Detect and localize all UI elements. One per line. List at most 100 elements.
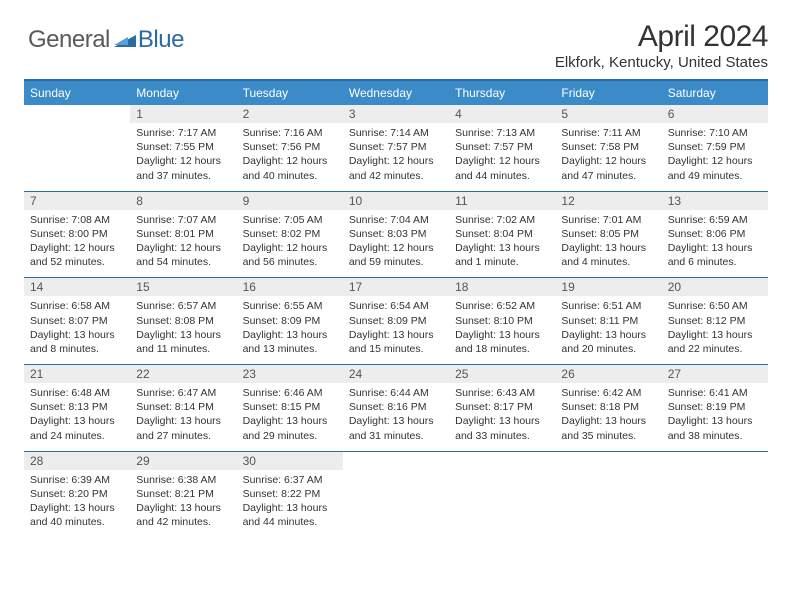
calendar-cell (24, 105, 130, 191)
sunset-text: Sunset: 7:57 PM (349, 140, 443, 154)
day-details: Sunrise: 6:39 AMSunset: 8:20 PMDaylight:… (30, 473, 124, 530)
daylight-text: Daylight: 12 hours and 52 minutes. (30, 241, 124, 269)
sunset-text: Sunset: 8:06 PM (668, 227, 762, 241)
day-details: Sunrise: 6:43 AMSunset: 8:17 PMDaylight:… (455, 386, 549, 443)
day-number: 4 (449, 105, 555, 123)
day-number: 16 (237, 278, 343, 296)
calendar-cell: 13 Sunrise: 6:59 AMSunset: 8:06 PMDayligh… (662, 191, 768, 278)
sunset-text: Sunset: 8:05 PM (561, 227, 655, 241)
calendar-cell: 28Sunrise: 6:39 AMSunset: 8:20 PMDayligh… (24, 451, 130, 537)
calendar-cell (662, 451, 768, 537)
day-number (662, 452, 768, 470)
header-row: General Blue April 2024 Elkfork, Kentuck… (24, 20, 768, 71)
sunset-text: Sunset: 8:09 PM (243, 314, 337, 328)
calendar-cell (555, 451, 661, 537)
day-details: Sunrise: 7:11 AMSunset: 7:58 PMDaylight:… (561, 126, 655, 183)
daylight-text: Daylight: 13 hours and 1 minute. (455, 241, 549, 269)
day-number: 19 (555, 278, 661, 296)
day-details: Sunrise: 6:52 AMSunset: 8:10 PMDaylight:… (455, 299, 549, 356)
daylight-text: Daylight: 13 hours and 11 minutes. (136, 328, 230, 356)
daylight-text: Daylight: 13 hours and 42 minutes. (136, 501, 230, 529)
day-details: Sunrise: 6:44 AMSunset: 8:16 PMDaylight:… (349, 386, 443, 443)
sunset-text: Sunset: 7:56 PM (243, 140, 337, 154)
sunrise-text: Sunrise: 6:59 AM (668, 213, 762, 227)
sunrise-text: Sunrise: 6:52 AM (455, 299, 549, 313)
day-number: 20 (662, 278, 768, 296)
daylight-text: Daylight: 13 hours and 15 minutes. (349, 328, 443, 356)
calendar-cell: 5 Sunrise: 7:11 AMSunset: 7:58 PMDaylight… (555, 105, 661, 191)
sunrise-text: Sunrise: 7:17 AM (136, 126, 230, 140)
day-number: 27 (662, 365, 768, 383)
day-number: 7 (24, 192, 130, 210)
day-number: 5 (555, 105, 661, 123)
day-number: 26 (555, 365, 661, 383)
day-number: 6 (662, 105, 768, 123)
logo-text-general: General (28, 26, 110, 54)
day-number: 23 (237, 365, 343, 383)
sunset-text: Sunset: 7:55 PM (136, 140, 230, 154)
day-details: Sunrise: 6:50 AMSunset: 8:12 PMDaylight:… (668, 299, 762, 356)
calendar-cell: 7 Sunrise: 7:08 AMSunset: 8:00 PMDaylight… (24, 191, 130, 278)
daylight-text: Daylight: 13 hours and 8 minutes. (30, 328, 124, 356)
calendar-cell: 29Sunrise: 6:38 AMSunset: 8:21 PMDayligh… (130, 451, 236, 537)
daylight-text: Daylight: 13 hours and 6 minutes. (668, 241, 762, 269)
sunrise-text: Sunrise: 6:48 AM (30, 386, 124, 400)
col-monday: Monday (130, 80, 236, 105)
calendar-cell: 6Sunrise: 7:10 AMSunset: 7:59 PMDaylight… (662, 105, 768, 191)
calendar-cell: 22Sunrise: 6:47 AMSunset: 8:14 PMDayligh… (130, 365, 236, 452)
day-details: Sunrise: 6:58 AMSunset: 8:07 PMDaylight:… (30, 299, 124, 356)
calendar-cell: 26Sunrise: 6:42 AMSunset: 8:18 PMDayligh… (555, 365, 661, 452)
sunset-text: Sunset: 8:18 PM (561, 400, 655, 414)
calendar-cell: 2Sunrise: 7:16 AMSunset: 7:56 PMDaylight… (237, 105, 343, 191)
calendar-row: 1Sunrise: 7:17 AMSunset: 7:55 PMDaylight… (24, 105, 768, 191)
day-number: 13 (662, 192, 768, 210)
day-number: 18 (449, 278, 555, 296)
daylight-text: Daylight: 13 hours and 4 minutes. (561, 241, 655, 269)
sunrise-text: Sunrise: 6:46 AM (243, 386, 337, 400)
calendar-cell: 25Sunrise: 6:43 AMSunset: 8:17 PMDayligh… (449, 365, 555, 452)
col-sunday: Sunday (24, 80, 130, 105)
day-number: 10 (343, 192, 449, 210)
logo-text-blue: Blue (138, 26, 184, 54)
day-number: 24 (343, 365, 449, 383)
daylight-text: Daylight: 13 hours and 24 minutes. (30, 414, 124, 442)
col-thursday: Thursday (449, 80, 555, 105)
sunset-text: Sunset: 8:16 PM (349, 400, 443, 414)
day-details: Sunrise: 6:38 AMSunset: 8:21 PMDaylight:… (136, 473, 230, 530)
col-tuesday: Tuesday (237, 80, 343, 105)
sunrise-text: Sunrise: 7:02 AM (455, 213, 549, 227)
sunrise-text: Sunrise: 7:10 AM (668, 126, 762, 140)
sunrise-text: Sunrise: 6:47 AM (136, 386, 230, 400)
sunset-text: Sunset: 8:08 PM (136, 314, 230, 328)
sunrise-text: Sunrise: 7:16 AM (243, 126, 337, 140)
calendar-cell: 17Sunrise: 6:54 AMSunset: 8:09 PMDayligh… (343, 278, 449, 365)
sunrise-text: Sunrise: 6:39 AM (30, 473, 124, 487)
daylight-text: Daylight: 12 hours and 37 minutes. (136, 154, 230, 182)
day-details: Sunrise: 7:08 AMSunset: 8:00 PMDaylight:… (30, 213, 124, 270)
day-number: 1 (130, 105, 236, 123)
daylight-text: Daylight: 12 hours and 47 minutes. (561, 154, 655, 182)
day-number: 21 (24, 365, 130, 383)
col-friday: Friday (555, 80, 661, 105)
sunrise-text: Sunrise: 6:43 AM (455, 386, 549, 400)
month-title: April 2024 (555, 20, 768, 54)
daylight-text: Daylight: 12 hours and 44 minutes. (455, 154, 549, 182)
daylight-text: Daylight: 13 hours and 18 minutes. (455, 328, 549, 356)
calendar-cell: 8Sunrise: 7:07 AMSunset: 8:01 PMDaylight… (130, 191, 236, 278)
sunrise-text: Sunrise: 6:41 AM (668, 386, 762, 400)
calendar-cell: 23Sunrise: 6:46 AMSunset: 8:15 PMDayligh… (237, 365, 343, 452)
day-details: Sunrise: 6:48 AMSunset: 8:13 PMDaylight:… (30, 386, 124, 443)
calendar-body: 1Sunrise: 7:17 AMSunset: 7:55 PMDaylight… (24, 105, 768, 537)
sunset-text: Sunset: 8:13 PM (30, 400, 124, 414)
sunrise-text: Sunrise: 6:51 AM (561, 299, 655, 313)
calendar-cell: 4Sunrise: 7:13 AMSunset: 7:57 PMDaylight… (449, 105, 555, 191)
calendar-cell (449, 451, 555, 537)
calendar-cell: 12Sunrise: 7:01 AMSunset: 8:05 PMDayligh… (555, 191, 661, 278)
day-number (555, 452, 661, 470)
calendar-cell: 14Sunrise: 6:58 AMSunset: 8:07 PMDayligh… (24, 278, 130, 365)
daylight-text: Daylight: 13 hours and 40 minutes. (30, 501, 124, 529)
calendar-table: Sunday Monday Tuesday Wednesday Thursday… (24, 79, 768, 537)
calendar-cell: 3Sunrise: 7:14 AMSunset: 7:57 PMDaylight… (343, 105, 449, 191)
day-details: Sunrise: 6:54 AMSunset: 8:09 PMDaylight:… (349, 299, 443, 356)
sunset-text: Sunset: 8:03 PM (349, 227, 443, 241)
